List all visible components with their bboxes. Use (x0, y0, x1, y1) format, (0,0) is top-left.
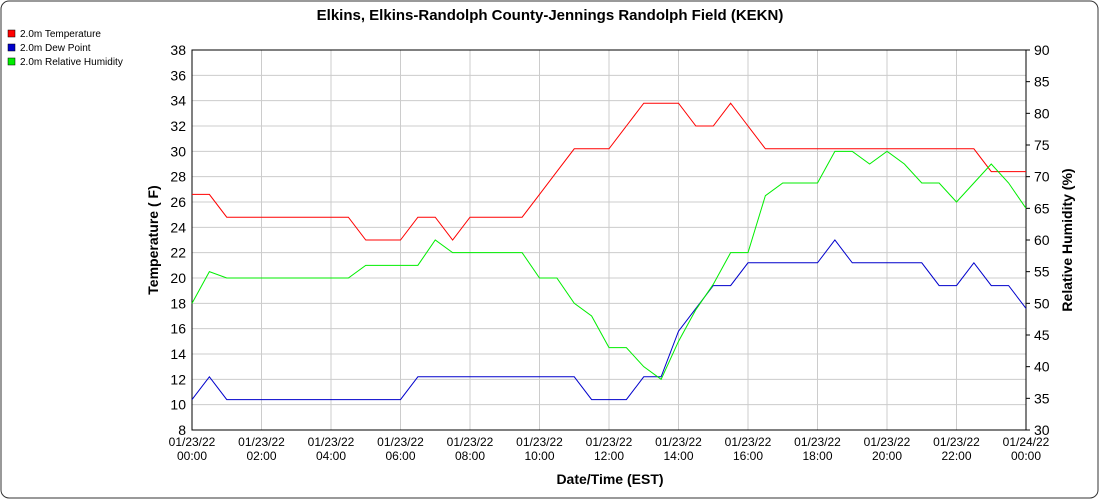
legend-swatch (7, 57, 16, 66)
y2-tick-label: 45 (1034, 327, 1050, 343)
x-tick-label: 01/23/22 14:00 (655, 435, 702, 463)
y-tick-label: 12 (170, 371, 186, 387)
chart-title: Elkins, Elkins-Randolph County-Jennings … (317, 7, 784, 24)
y-tick-label: 28 (170, 169, 186, 185)
x-tick-label: 01/23/22 18:00 (794, 435, 841, 463)
x-axis-label: Date/Time (EST) (556, 471, 663, 487)
x-tick-label: 01/23/22 22:00 (933, 435, 980, 463)
y-tick-label: 30 (170, 143, 186, 159)
y-tick-label: 24 (170, 219, 186, 235)
x-tick-label: 01/24/22 00:00 (1003, 435, 1050, 463)
y-tick-label: 8 (178, 422, 186, 438)
series-line (192, 102, 1026, 241)
legend-label: 2.0m Dew Point (20, 43, 91, 54)
x-tick-label: 01/23/22 08:00 (447, 435, 494, 463)
y-tick-label: 34 (170, 93, 186, 109)
series-line (191, 150, 1027, 381)
x-tick-label: 01/23/22 06:00 (377, 435, 424, 463)
y2-tick-label: 40 (1034, 359, 1050, 375)
y2-tick-label: 50 (1034, 295, 1050, 311)
y-tick-label: 38 (170, 42, 186, 58)
legend-label: 2.0m Temperature (20, 29, 101, 40)
y2-tick-label: 55 (1034, 264, 1050, 280)
y2-tick-label: 30 (1034, 422, 1050, 438)
y2-tick-label: 35 (1034, 390, 1050, 406)
y2-tick-label: 90 (1034, 42, 1050, 58)
y-tick-label: 16 (170, 321, 186, 337)
legend-swatch (7, 43, 16, 52)
y-tick-label: 22 (170, 245, 186, 261)
y2-axis-label: Relative Humidity (%) (1059, 168, 1075, 311)
y-tick-label: 26 (170, 194, 186, 210)
y-tick-label: 20 (170, 270, 186, 286)
y2-tick-label: 85 (1034, 74, 1050, 90)
y-tick-label: 18 (170, 295, 186, 311)
y2-tick-label: 70 (1034, 169, 1050, 185)
x-tick-label: 01/23/22 20:00 (864, 435, 911, 463)
y-tick-label: 32 (170, 118, 186, 134)
series-line (191, 239, 1027, 401)
x-tick-label: 01/23/22 16:00 (725, 435, 772, 463)
x-tick-label: 01/23/22 04:00 (308, 435, 355, 463)
y-axis-label: Temperature ( F) (145, 185, 161, 294)
y-tick-label: 10 (170, 397, 186, 413)
y2-tick-label: 60 (1034, 232, 1050, 248)
y2-tick-label: 75 (1034, 137, 1050, 153)
plot-border (191, 49, 1027, 431)
x-tick-label: 01/23/22 00:00 (169, 435, 216, 463)
legend-swatch (7, 29, 16, 38)
y2-tick-label: 65 (1034, 200, 1050, 216)
x-tick-label: 01/23/22 12:00 (586, 435, 633, 463)
y-tick-label: 14 (170, 346, 186, 362)
y-tick-label: 36 (170, 67, 186, 83)
legend-label: 2.0m Relative Humidity (20, 57, 123, 68)
x-tick-label: 01/23/22 10:00 (516, 435, 563, 463)
x-tick-label: 01/23/22 02:00 (238, 435, 285, 463)
y2-tick-label: 80 (1034, 105, 1050, 121)
